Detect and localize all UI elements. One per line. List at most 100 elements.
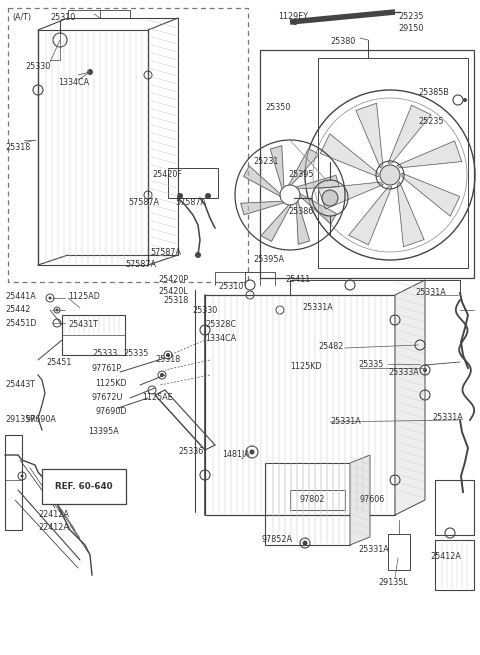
Text: 25350: 25350 [265,103,290,112]
Polygon shape [388,105,431,163]
Text: REF. 60-640: REF. 60-640 [55,482,113,491]
Text: 13395A: 13395A [88,427,119,436]
Text: 25333A: 25333A [388,368,419,377]
Text: 25386: 25386 [288,207,313,216]
Text: 29135L: 29135L [378,578,408,587]
Text: 57587A: 57587A [150,248,181,257]
Circle shape [195,252,201,258]
Circle shape [423,368,427,372]
Circle shape [87,69,93,75]
Circle shape [380,165,400,185]
Text: 22412A: 22412A [38,510,69,519]
Polygon shape [402,173,460,216]
Text: 1334CA: 1334CA [58,78,89,87]
Circle shape [292,19,298,25]
Text: 1125AE: 1125AE [142,393,173,402]
Text: 25330: 25330 [25,62,50,71]
Text: 25235: 25235 [418,117,444,126]
Polygon shape [395,280,425,515]
Text: 1125KD: 1125KD [290,362,322,371]
Polygon shape [320,134,378,177]
Circle shape [250,449,254,455]
Circle shape [177,193,183,199]
Text: 1481JA: 1481JA [222,450,250,459]
Text: 1334CA: 1334CA [205,334,236,343]
Text: 1129EY: 1129EY [278,12,308,21]
Polygon shape [318,182,383,209]
Circle shape [205,193,211,199]
Text: 25328C: 25328C [205,320,236,329]
Text: 25331A: 25331A [302,303,333,312]
Text: 97690D: 97690D [96,407,128,416]
Polygon shape [296,176,339,189]
Text: 25442: 25442 [5,305,30,314]
Text: 25331A: 25331A [358,545,389,554]
Circle shape [302,540,308,546]
Circle shape [166,353,170,357]
Polygon shape [205,295,395,515]
Polygon shape [289,149,319,185]
Text: 25318: 25318 [163,296,188,305]
Text: 97852A: 97852A [262,535,293,544]
Text: 25451D: 25451D [5,319,36,328]
Text: 25385B: 25385B [418,88,449,97]
Text: 29135R: 29135R [5,415,36,424]
Text: 25411: 25411 [285,275,310,284]
Text: 25451: 25451 [46,358,72,367]
Polygon shape [300,194,336,224]
Text: 25331A: 25331A [432,413,463,422]
Text: 25333: 25333 [92,349,117,358]
Text: 97672U: 97672U [92,393,123,402]
Text: 97802: 97802 [300,495,325,504]
Polygon shape [270,145,284,189]
Circle shape [48,297,51,299]
Circle shape [21,474,24,477]
Text: 1125AD: 1125AD [68,292,100,301]
Text: 25331A: 25331A [330,417,361,426]
Text: 25331A: 25331A [415,288,446,297]
Text: 25335: 25335 [358,360,384,369]
Polygon shape [240,201,284,215]
Text: 25412A: 25412A [430,552,461,561]
Text: 1125KD: 1125KD [95,379,127,388]
Text: 25443T: 25443T [5,380,35,389]
Text: 25330: 25330 [192,306,217,315]
Text: 25441A: 25441A [5,292,36,301]
Circle shape [463,98,467,102]
Polygon shape [296,201,310,244]
Polygon shape [397,182,424,247]
Text: 25420P: 25420P [158,275,188,284]
Text: 25336: 25336 [178,447,203,456]
Polygon shape [349,187,392,245]
Text: 25318: 25318 [155,355,180,364]
Text: 25380: 25380 [330,37,355,46]
Text: 22412A: 22412A [38,523,69,532]
Polygon shape [397,141,462,168]
Text: (A/T): (A/T) [12,13,31,22]
Text: 25395A: 25395A [253,255,284,264]
Text: 25335: 25335 [123,349,148,358]
Circle shape [56,309,59,312]
Polygon shape [261,205,291,242]
Text: 25231: 25231 [253,157,278,166]
Text: 97761P: 97761P [92,364,122,373]
Text: 25235: 25235 [398,12,423,21]
Polygon shape [243,166,280,196]
Text: 57587A: 57587A [125,260,156,269]
Text: 25420L: 25420L [158,287,188,296]
Text: 25420F: 25420F [152,170,182,179]
Text: 29150: 29150 [398,24,423,33]
Circle shape [160,373,164,377]
Text: 25318: 25318 [5,143,30,152]
Text: 25310: 25310 [218,282,243,291]
Text: 25482: 25482 [318,342,343,351]
Polygon shape [350,455,370,545]
Text: 25431T: 25431T [68,320,98,329]
Text: 57587A: 57587A [175,198,206,207]
Text: 25310: 25310 [50,13,75,22]
Text: 57587A: 57587A [128,198,159,207]
Polygon shape [356,103,383,168]
Circle shape [322,190,338,206]
Text: 97690A: 97690A [25,415,56,424]
Text: 97606: 97606 [360,495,385,504]
